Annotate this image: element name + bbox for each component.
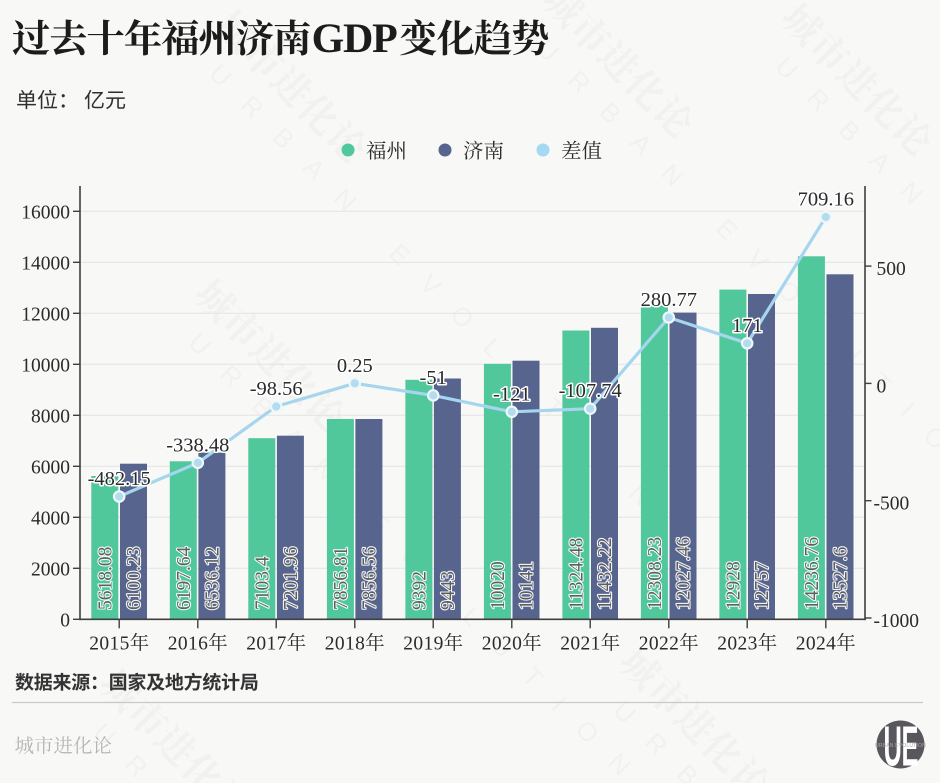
svg-text:12308.23: 12308.23 (645, 537, 666, 610)
svg-text:2023: 2023 (717, 634, 757, 655)
svg-text:11324.48: 11324.48 (566, 538, 587, 610)
svg-text:7201.96: 7201.96 (281, 546, 302, 610)
svg-text:4000: 4000 (31, 508, 70, 529)
svg-text:2000: 2000 (31, 559, 70, 580)
svg-text:14236.76: 14236.76 (802, 537, 823, 610)
svg-text:2019: 2019 (403, 634, 443, 655)
svg-text:2024: 2024 (796, 634, 836, 655)
svg-text:13527.6: 13527.6 (831, 546, 852, 610)
svg-text:280.77: 280.77 (641, 289, 697, 311)
svg-text:9443: 9443 (438, 571, 459, 610)
svg-text:2020: 2020 (482, 634, 522, 655)
svg-text:6000: 6000 (31, 457, 70, 478)
svg-text:-482.15: -482.15 (88, 468, 151, 490)
svg-text:10141: 10141 (517, 561, 538, 610)
svg-text:11432.22: 11432.22 (595, 538, 616, 610)
svg-text:709.16: 709.16 (798, 189, 854, 211)
svg-text:14000: 14000 (21, 253, 70, 274)
svg-text:12757: 12757 (752, 561, 773, 610)
svg-text:10000: 10000 (21, 355, 70, 376)
svg-text:12000: 12000 (21, 304, 70, 325)
svg-text:0: 0 (877, 376, 887, 397)
svg-text:12027.46: 12027.46 (674, 537, 695, 610)
svg-text:12928: 12928 (723, 561, 744, 610)
svg-text:7856.81: 7856.81 (331, 547, 352, 610)
svg-text:2022: 2022 (639, 634, 679, 655)
svg-text:7103.4: 7103.4 (252, 556, 273, 610)
svg-text:8000: 8000 (31, 406, 70, 427)
svg-text:-338.48: -338.48 (166, 434, 229, 456)
svg-text:6536.12: 6536.12 (202, 547, 223, 610)
svg-text:2021: 2021 (560, 634, 600, 655)
svg-text:-1000: -1000 (874, 611, 920, 632)
svg-text:9392: 9392 (409, 571, 430, 610)
svg-text:16000: 16000 (21, 202, 70, 223)
svg-text:171: 171 (732, 315, 763, 337)
svg-text:2015: 2015 (89, 634, 129, 655)
svg-text:URBAN EVOLUTION: URBAN EVOLUTION (875, 743, 926, 749)
svg-text:-51: -51 (420, 367, 447, 389)
svg-text:500: 500 (877, 259, 906, 280)
svg-text:10020: 10020 (488, 561, 509, 610)
svg-text:0: 0 (60, 610, 70, 631)
svg-text:2017: 2017 (246, 634, 286, 655)
svg-text:2016: 2016 (168, 634, 208, 655)
svg-text:6197.64: 6197.64 (174, 546, 195, 610)
svg-text:-98.56: -98.56 (250, 378, 303, 400)
svg-text:-121: -121 (493, 383, 531, 405)
svg-text:-107.74: -107.74 (559, 380, 622, 402)
svg-text:6100.23: 6100.23 (124, 547, 145, 610)
svg-text:-500: -500 (874, 494, 910, 515)
svg-text:7856.56: 7856.56 (359, 546, 380, 610)
svg-text:0.25: 0.25 (337, 355, 373, 377)
svg-text:2018: 2018 (325, 634, 365, 655)
svg-text:5618.08: 5618.08 (95, 547, 116, 610)
svg-text:UE: UE (884, 715, 919, 778)
